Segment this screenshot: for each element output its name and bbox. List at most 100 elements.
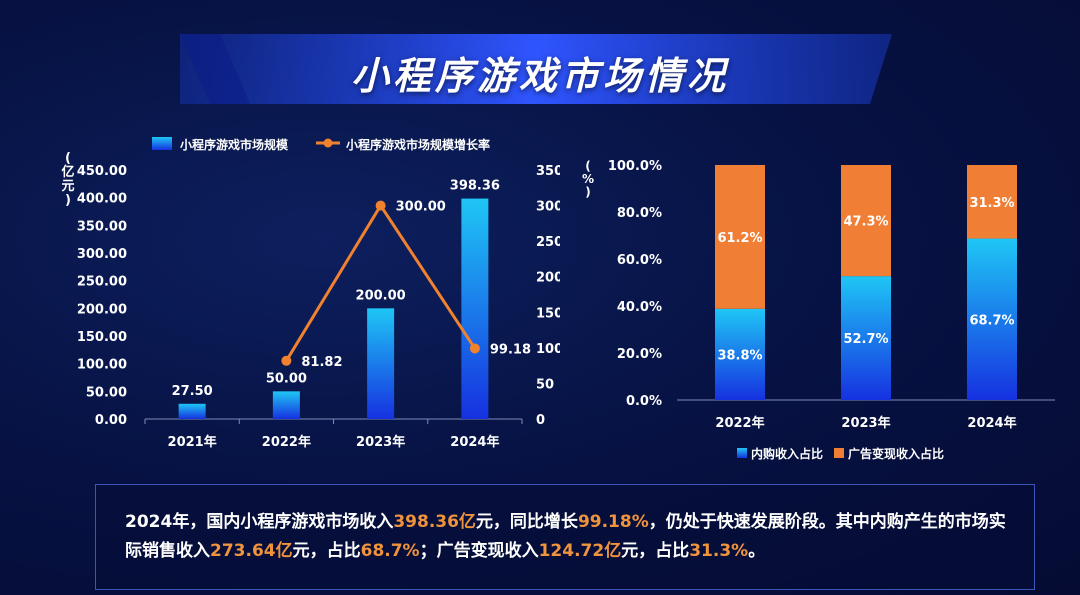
y-tick-label: 450.00 bbox=[77, 164, 127, 179]
left-x-axis: 2021年 2022年 2023年 2024年 bbox=[144, 418, 523, 450]
left-bars: 27.50 50.00 200.00 398.36 bbox=[172, 179, 500, 419]
market-size-bar bbox=[272, 391, 300, 419]
summary-part: 。 bbox=[748, 541, 766, 561]
x-tick-label: 2022年 bbox=[715, 415, 764, 431]
y-tick-label: 400.00 bbox=[77, 192, 127, 207]
market-size-bar bbox=[178, 403, 206, 419]
legend-line-label: 小程序游戏市场规模增长率 bbox=[346, 137, 490, 152]
y2-tick-label: 150 bbox=[536, 306, 560, 321]
y-tick-label: 250.00 bbox=[77, 275, 127, 290]
line-data-label: 99.18 bbox=[490, 342, 531, 357]
line-data-label: 81.82 bbox=[301, 355, 342, 370]
x-tick-label: 2021年 bbox=[168, 434, 217, 450]
summary-highlight: 124.72亿 bbox=[538, 541, 622, 561]
in-app-share-bar bbox=[967, 238, 1017, 400]
y-tick-label: 60.0% bbox=[617, 253, 662, 268]
ad-share-bar bbox=[841, 165, 891, 277]
ad-share-label: 61.2% bbox=[717, 231, 762, 246]
summary-part: 2024年，国内小程序游戏市场收入 bbox=[125, 512, 394, 532]
summary-part: 元，占比 bbox=[292, 541, 361, 561]
right-y-axis: 0.0% 20.0% 40.0% 60.0% 80.0% 100.0% (%) bbox=[582, 159, 662, 409]
x-tick-label: 2023年 bbox=[841, 415, 890, 431]
in-app-share-bar bbox=[715, 308, 765, 400]
y2-tick-label: 350 bbox=[536, 164, 560, 179]
x-tick-label: 2024年 bbox=[450, 434, 499, 450]
y-tick-label: 100.0% bbox=[608, 159, 662, 174]
y-tick-label: 200.00 bbox=[77, 302, 127, 317]
summary-part: 元，占比 bbox=[621, 541, 690, 561]
right-chart-legend: 内购收入占比 广告变现收入占比 bbox=[737, 446, 944, 461]
revenue-share-chart: 0.0%20.0%40.0%60.0%80.0%100.0%(%) 2022年 2… bbox=[582, 159, 1055, 461]
summary-part: ；广告变现收入 bbox=[419, 541, 539, 561]
y2-tick-label: 200 bbox=[536, 271, 560, 286]
y-axis-title-char: 元 bbox=[61, 179, 74, 194]
summary-box bbox=[95, 484, 1035, 590]
market-size-bar bbox=[461, 198, 489, 419]
bar-data-label: 398.36 bbox=[450, 179, 500, 194]
title-banner bbox=[180, 34, 892, 104]
market-size-bar bbox=[367, 308, 395, 419]
left-growth-line: 81.82 300.00 99.18 bbox=[281, 200, 531, 370]
y2-tick-label: 50 bbox=[536, 377, 554, 392]
legend-bar-swatch bbox=[152, 137, 172, 150]
y-tick-label: 100.00 bbox=[77, 358, 127, 373]
growth-rate-point bbox=[469, 343, 480, 354]
summary-part: ，仍处于快速发展阶段。其中内购产生的市场实际销售收入 bbox=[125, 512, 1006, 561]
legend-line-marker bbox=[323, 138, 333, 148]
right-x-axis: 2022年 2023年 2024年 bbox=[677, 399, 1055, 431]
bar-data-label: 50.00 bbox=[266, 371, 307, 386]
growth-rate-point bbox=[281, 355, 292, 366]
y-tick-label: 350.00 bbox=[77, 219, 127, 234]
y-tick-label: 20.0% bbox=[617, 347, 662, 362]
y2-tick-label: 100 bbox=[536, 342, 560, 357]
y-axis-title-char: % bbox=[582, 172, 594, 186]
x-tick-label: 2023年 bbox=[356, 434, 405, 450]
y-axis-title-char: ( bbox=[585, 159, 590, 173]
ad-share-label: 31.3% bbox=[969, 196, 1014, 211]
summary-highlight: 31.3% bbox=[689, 541, 749, 561]
y-tick-label: 150.00 bbox=[77, 330, 127, 345]
summary-part: 元，同比增长 bbox=[475, 512, 578, 532]
growth-rate-point bbox=[375, 200, 386, 211]
summary-highlight: 99.18% bbox=[577, 512, 649, 532]
y-tick-label: 300.00 bbox=[77, 247, 127, 262]
legend-ad-label: 广告变现收入占比 bbox=[848, 446, 944, 461]
bar-data-label: 27.50 bbox=[172, 384, 213, 399]
legend-bar-label: 小程序游戏市场规模 bbox=[180, 137, 289, 152]
y-tick-label: 50.00 bbox=[86, 385, 127, 400]
ad-share-bar bbox=[967, 165, 1017, 239]
in-app-share-label: 68.7% bbox=[969, 313, 1014, 328]
right-stacked-bars: 38.8% 61.2% 52.7% 47.3% 68.7% 31.3% bbox=[715, 165, 1017, 400]
page-title: 小程序游戏市场情况 bbox=[350, 54, 729, 98]
y2-tick-label: 300 bbox=[536, 200, 560, 215]
y-tick-label: 40.0% bbox=[617, 300, 662, 315]
y-axis-title-char: ) bbox=[585, 185, 590, 199]
summary-text: 2024年，国内小程序游戏市场收入398.36亿元，同比增长99.18%，仍处于… bbox=[125, 508, 1015, 566]
legend-in-app-swatch bbox=[737, 448, 747, 458]
in-app-share-bar bbox=[841, 276, 891, 400]
y-tick-label: 0.0% bbox=[626, 394, 662, 409]
line-data-label: 300.00 bbox=[396, 200, 446, 215]
y-axis-title-char: ) bbox=[65, 193, 71, 208]
left-y-axis: 0.00 50.00 100.00 150.00 200.00 250.00 300.00 3… bbox=[61, 151, 127, 428]
summary-highlight: 398.36亿 bbox=[393, 512, 476, 532]
y2-tick-label: 0 bbox=[536, 413, 545, 428]
x-tick-label: 2024年 bbox=[967, 415, 1016, 431]
y-axis-title-char: 亿 bbox=[61, 164, 74, 180]
summary-highlight: 68.7% bbox=[360, 541, 420, 561]
left-chart-legend: 小程序游戏市场规模 小程序游戏市场规模增长率 bbox=[152, 137, 490, 152]
left-y2-axis: 0 50 100 150 200 250 300 350 bbox=[536, 164, 560, 428]
in-app-share-label: 38.8% bbox=[717, 348, 762, 363]
in-app-share-label: 52.7% bbox=[843, 332, 888, 347]
y2-tick-label: 250 bbox=[536, 235, 560, 250]
summary-highlight: 273.64亿 bbox=[210, 541, 293, 561]
market-size-chart: 小程序游戏市场规模 小程序游戏市场规模增长率 0.00 50.00 100.00 150… bbox=[61, 137, 560, 450]
legend-ad-swatch bbox=[834, 448, 844, 458]
ad-share-bar bbox=[715, 165, 765, 309]
ad-share-label: 47.3% bbox=[843, 215, 888, 230]
y-axis-title-char: ( bbox=[65, 151, 71, 166]
legend-in-app-label: 内购收入占比 bbox=[751, 446, 823, 461]
y-tick-label: 80.0% bbox=[617, 206, 662, 221]
y-tick-label: 0.00 bbox=[95, 413, 127, 428]
bar-data-label: 200.00 bbox=[356, 288, 406, 303]
